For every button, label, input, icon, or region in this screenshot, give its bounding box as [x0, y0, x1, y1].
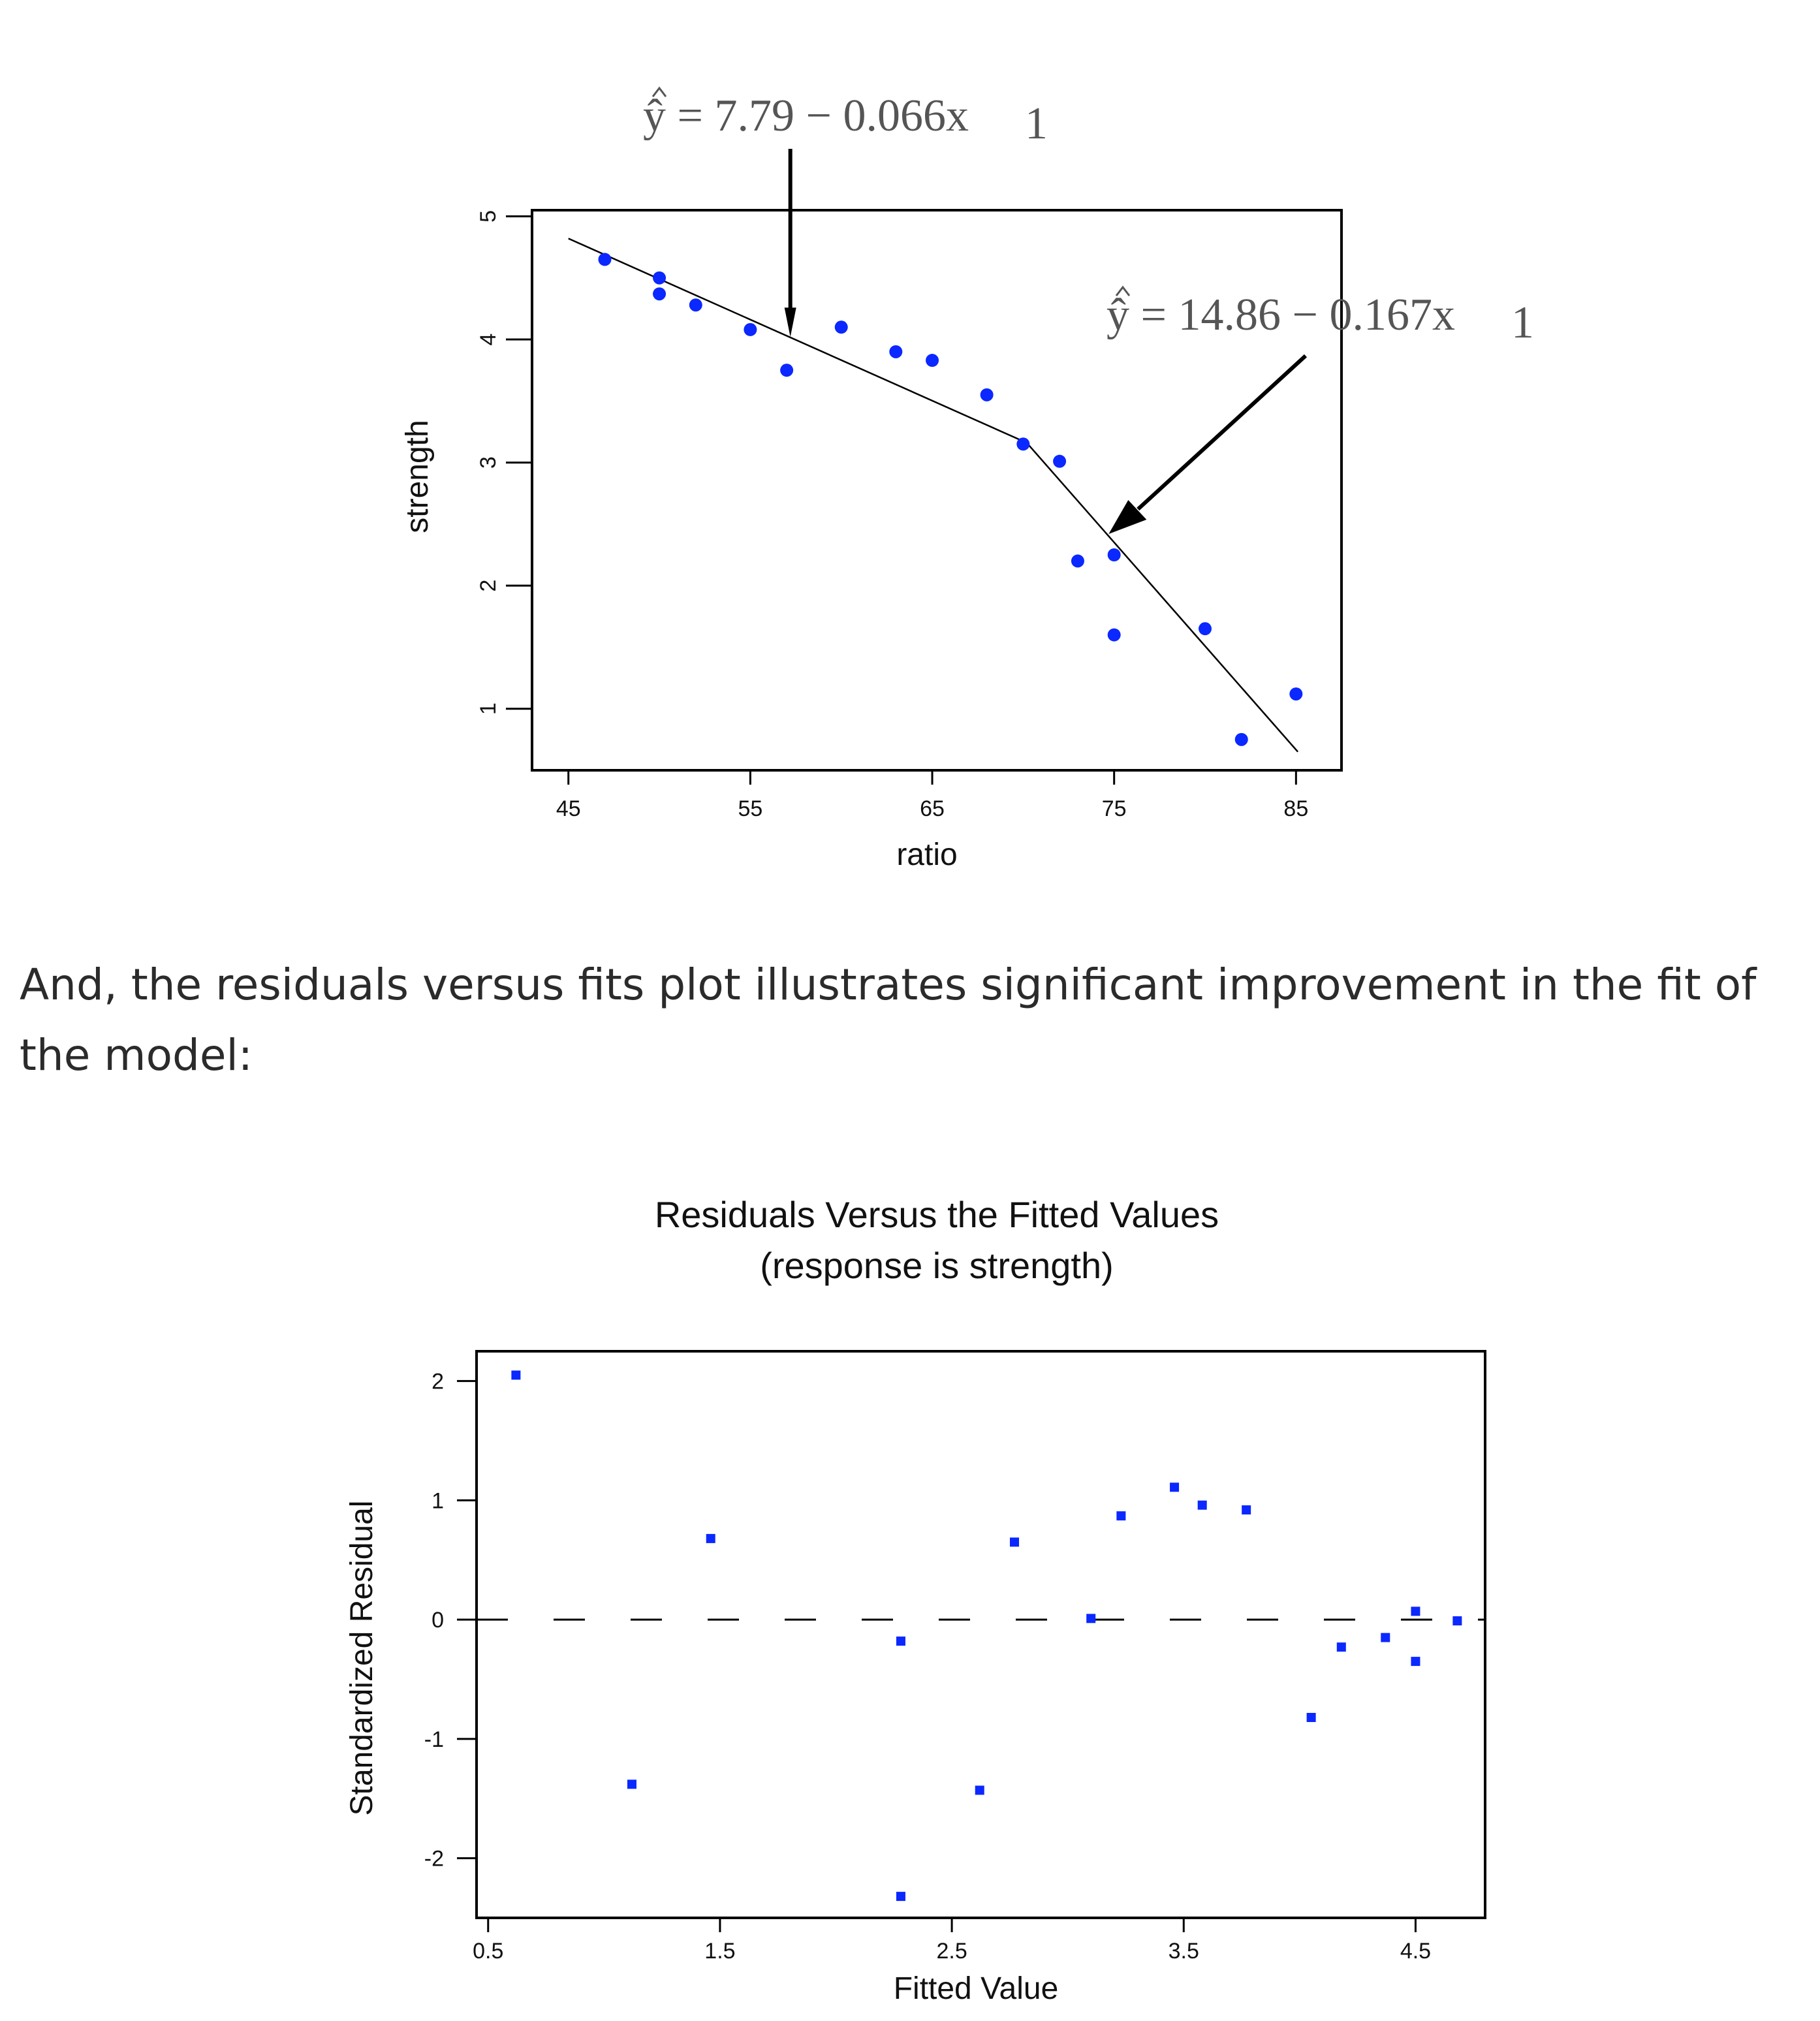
- data-point: [1107, 628, 1121, 642]
- y-tick-label: 2: [476, 580, 501, 592]
- data-point: [975, 1785, 984, 1795]
- data-point: [1289, 687, 1303, 701]
- data-point: [1452, 1616, 1462, 1625]
- x-axis-label: ratio: [896, 838, 957, 872]
- equation-subscript-1: 1: [1025, 99, 1048, 149]
- x-tick-label: 85: [1283, 796, 1308, 821]
- data-point: [896, 1892, 905, 1902]
- equation-label-2: ŷ = 14.86 − 0.167x: [1106, 290, 1455, 340]
- data-point: [1016, 437, 1030, 451]
- annotation-arrowhead-1: [784, 307, 796, 337]
- data-point: [1336, 1642, 1346, 1652]
- data-point: [834, 321, 848, 334]
- data-point: [1242, 1505, 1251, 1515]
- annotation-arrow-2: [1137, 354, 1308, 511]
- chart-subtitle: (response is strength): [760, 1245, 1114, 1286]
- data-point: [1107, 548, 1121, 561]
- data-point: [980, 388, 994, 401]
- data-point: [1234, 732, 1248, 746]
- y-axis-label: Standardized Residual: [345, 1501, 379, 1816]
- data-point: [1010, 1537, 1019, 1547]
- y-axis-label: strength: [400, 420, 435, 533]
- data-point: [1411, 1606, 1420, 1616]
- equation-label-1: ŷ = 7.79 − 0.066x: [643, 91, 969, 141]
- x-tick-label: 75: [1102, 796, 1127, 821]
- x-tick-label: 1.5: [704, 1939, 735, 1964]
- plot-frame: [475, 1350, 1486, 1919]
- chart-title: Residuals Versus the Fitted Values: [655, 1194, 1219, 1235]
- data-point: [1086, 1614, 1096, 1623]
- data-point: [689, 298, 702, 312]
- x-tick-label: 45: [556, 796, 581, 821]
- data-point: [1199, 622, 1212, 636]
- data-point: [1116, 1511, 1126, 1521]
- data-point: [627, 1779, 636, 1789]
- data-point: [653, 287, 667, 301]
- data-point: [1411, 1657, 1420, 1667]
- data-point: [1053, 454, 1067, 468]
- residuals-vs-fits-chart: Residuals Versus the Fitted Values (resp…: [345, 1194, 1486, 2006]
- data-point: [780, 364, 794, 377]
- annotation-arrowhead-2: [1108, 499, 1147, 534]
- y-tick-label: -1: [424, 1727, 444, 1752]
- hat-mark-2: [1115, 285, 1131, 296]
- x-tick-label: 65: [920, 796, 945, 821]
- equation-subscript-2: 1: [1511, 298, 1534, 348]
- x-tick-label: 0.5: [473, 1939, 503, 1964]
- hat-mark-1: [651, 86, 667, 97]
- x-tick-label: 3.5: [1169, 1939, 1199, 1964]
- fit-line-2: [1026, 442, 1299, 753]
- x-tick-label: 4.5: [1400, 1939, 1431, 1964]
- data-point: [598, 253, 612, 266]
- y-tick-label: 4: [476, 334, 501, 346]
- data-point: [889, 345, 903, 358]
- data-point: [744, 322, 757, 336]
- data-point: [1381, 1633, 1390, 1642]
- y-tick-label: 1: [476, 702, 501, 715]
- y-tick-label: 1: [431, 1488, 444, 1513]
- data-point: [653, 271, 667, 285]
- data-point: [896, 1637, 905, 1646]
- data-point: [1170, 1482, 1180, 1492]
- y-tick-label: -2: [424, 1847, 444, 1872]
- data-point: [706, 1533, 715, 1543]
- x-tick-label: 55: [738, 796, 762, 821]
- y-tick-label: 3: [476, 456, 501, 469]
- data-point: [1071, 554, 1084, 568]
- y-tick-label: 2: [431, 1370, 444, 1394]
- plot-frame: [531, 209, 1343, 772]
- data-point: [511, 1370, 521, 1380]
- fit-equation-annotations: ŷ = 7.79 − 0.066x 1 ŷ = 14.86 − 0.167x 1: [643, 91, 1534, 348]
- data-point: [926, 354, 939, 368]
- y-tick-label: 0: [431, 1608, 444, 1633]
- caption-text: And, the residuals versus fits plot illu…: [20, 960, 1757, 1080]
- fit-line-1: [568, 238, 1028, 444]
- y-tick-label: 5: [476, 210, 501, 223]
- x-axis-label: Fitted Value: [894, 1971, 1059, 2006]
- data-point: [1306, 1713, 1316, 1723]
- data-point: [1197, 1500, 1207, 1510]
- x-tick-label: 2.5: [936, 1939, 967, 1964]
